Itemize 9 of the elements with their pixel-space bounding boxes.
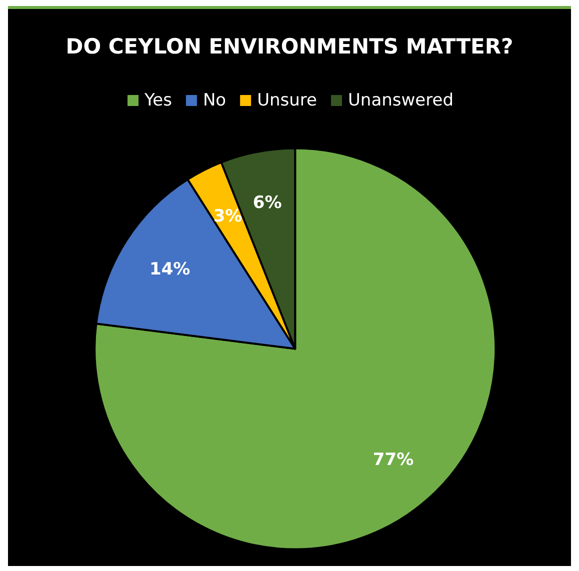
legend-label: No (202, 90, 226, 110)
legend-label: Unsure (257, 90, 318, 110)
data-label: 3% (213, 206, 242, 227)
data-label: 6% (252, 193, 282, 214)
legend-label: Unanswered (348, 90, 454, 110)
chart-title: DO CEYLON ENVIRONMENTS MATTER? (66, 34, 514, 58)
data-label: 77% (372, 450, 414, 470)
legend-label: Yes (144, 90, 172, 110)
data-label: 14% (149, 259, 190, 280)
